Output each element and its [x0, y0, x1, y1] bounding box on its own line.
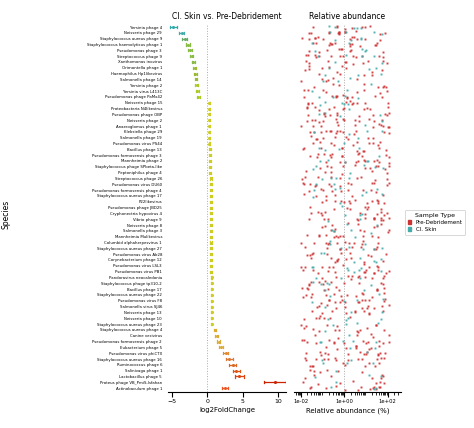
X-axis label: Relative abundance (%): Relative abundance (%) — [306, 407, 389, 413]
X-axis label: log2FoldChange: log2FoldChange — [199, 407, 255, 413]
Title: Cl. Skin vs. Pre-Debridement: Cl. Skin vs. Pre-Debridement — [172, 12, 282, 21]
Legend: Pre-Debridement, Cl. Skin: Pre-Debridement, Cl. Skin — [405, 210, 465, 235]
Title: Relative abundance: Relative abundance — [310, 12, 385, 21]
Text: Species: Species — [1, 199, 10, 229]
